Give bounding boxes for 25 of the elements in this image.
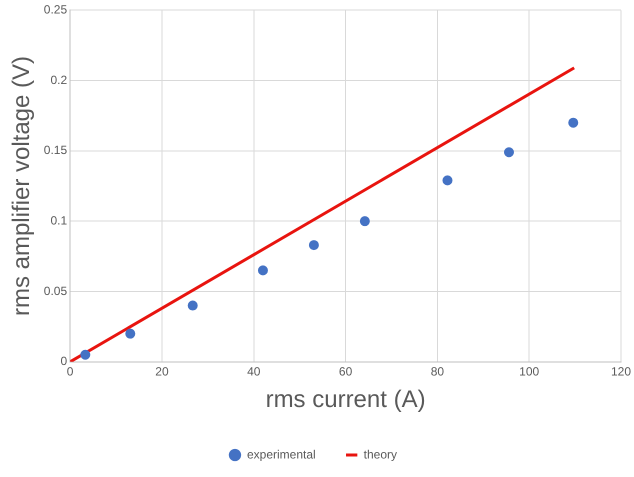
point bbox=[308, 240, 319, 250]
x-tick-label: 40 bbox=[247, 364, 261, 378]
y-tick-label: 0.15 bbox=[44, 143, 68, 158]
point bbox=[80, 350, 90, 360]
x-tick-label: 120 bbox=[610, 364, 632, 378]
point bbox=[504, 147, 514, 158]
x-axis-title: rms current (A) bbox=[266, 386, 426, 414]
y-tick-label: 0.2 bbox=[50, 72, 68, 87]
point bbox=[258, 265, 268, 276]
y-tick-label: 0 bbox=[60, 354, 68, 368]
y-tick-label: 0.1 bbox=[50, 213, 68, 228]
point bbox=[125, 328, 136, 339]
point bbox=[360, 216, 370, 226]
point bbox=[442, 175, 452, 186]
legend-label: theory bbox=[364, 447, 398, 462]
x-tick-label: 20 bbox=[155, 364, 169, 378]
x-tick-label: 80 bbox=[430, 364, 444, 378]
point bbox=[188, 300, 198, 311]
legend-label: experimental bbox=[246, 447, 316, 462]
y-tick-label: 0.25 bbox=[44, 2, 68, 17]
y-axis-title: rms amplifier voltage (V) bbox=[8, 56, 36, 316]
x-tick-label: 60 bbox=[338, 364, 353, 378]
y-tick-label: 0.05 bbox=[44, 284, 68, 298]
x-tick-label: 100 bbox=[519, 364, 540, 378]
point bbox=[568, 118, 578, 128]
